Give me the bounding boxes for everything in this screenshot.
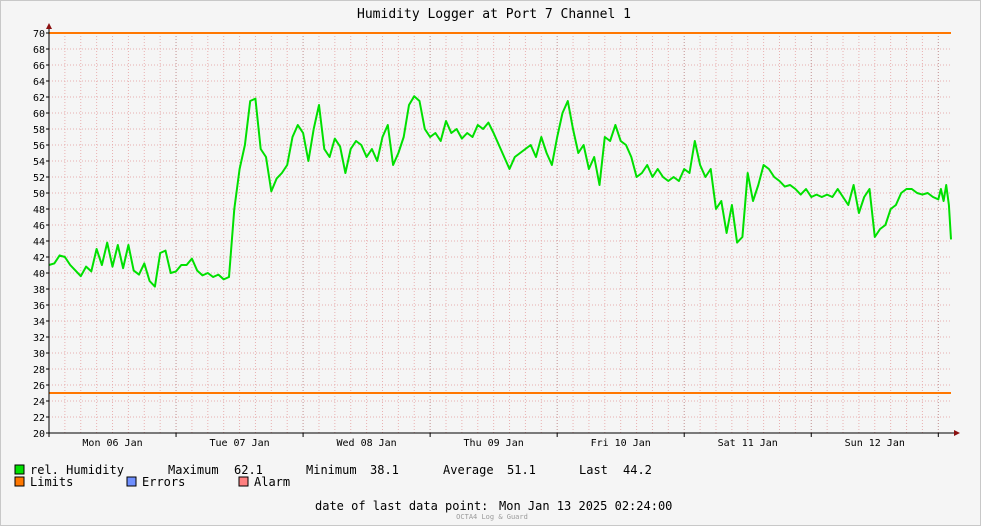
min-label: Minimum <box>306 463 357 477</box>
y-tick-label: 62 <box>33 93 45 104</box>
limit-lines <box>49 32 951 394</box>
watermark: OCTA4 Log & Guard <box>456 513 528 521</box>
last-label: Last <box>579 463 608 477</box>
y-tick-label: 56 <box>33 141 45 152</box>
y-tick-label: 48 <box>33 205 45 216</box>
y-tick-label: 64 <box>33 77 45 88</box>
legend-errors-label: Errors <box>142 475 185 489</box>
y-tick-label: 20 <box>33 429 45 440</box>
y-tick-label: 46 <box>33 221 45 232</box>
errors-legend-swatch <box>126 476 137 487</box>
max-value: 62.1 <box>234 463 263 477</box>
y-tick-label: 58 <box>33 125 45 136</box>
y-tick-label: 24 <box>33 397 45 408</box>
axes <box>46 23 960 436</box>
y-axis: 20 22 24 26 28 30 32 34 36 38 40 42 44 46 48 50 52 54 56 58… <box>33 29 49 440</box>
x-axis-arrow <box>954 430 960 436</box>
y-tick-label: 34 <box>33 317 45 328</box>
grid <box>49 32 951 434</box>
avg-value: 51.1 <box>507 463 536 477</box>
limits-legend-swatch <box>14 476 25 487</box>
x-tick-label: Sun 12 Jan <box>845 438 905 449</box>
y-tick-label: 36 <box>33 301 45 312</box>
x-axis: Mon 06 Jan Tue 07 Jan Wed 08 Jan Thu 09 Jan… <box>48 433 939 449</box>
y-tick-label: 52 <box>33 173 45 184</box>
y-tick-label: 40 <box>33 269 45 280</box>
y-tick-label: 54 <box>33 157 45 168</box>
humidity-series-line <box>48 95 952 288</box>
y-tick-label: 30 <box>33 349 45 360</box>
y-tick-label: 70 <box>33 29 45 40</box>
x-tick-label: Wed 08 Jan <box>336 438 396 449</box>
humidity-legend-swatch <box>14 464 25 475</box>
y-tick-label: 38 <box>33 285 45 296</box>
last-date-value: Mon Jan 13 2025 02:24:00 <box>499 499 672 513</box>
chart-title: Humidity Logger at Port 7 Channel 1 <box>357 7 631 22</box>
y-tick-label: 42 <box>33 253 45 264</box>
x-tick-label: Tue 07 Jan <box>209 438 269 449</box>
alarm-legend-swatch <box>238 476 249 487</box>
y-tick-label: 68 <box>33 45 45 56</box>
series-group <box>48 95 952 288</box>
max-label: Maximum <box>168 463 219 477</box>
y-tick-label: 66 <box>33 61 45 72</box>
x-tick-label: Mon 06 Jan <box>82 438 142 449</box>
y-tick-label: 22 <box>33 413 45 424</box>
legend-limits-label: Limits <box>30 475 73 489</box>
x-tick-label: Sat 11 Jan <box>718 438 778 449</box>
avg-label: Average <box>443 463 494 477</box>
x-tick-label: Thu 09 Jan <box>464 438 524 449</box>
min-value: 38.1 <box>370 463 399 477</box>
y-axis-arrow <box>46 23 52 29</box>
x-tick-label: Fri 10 Jan <box>591 438 651 449</box>
last-date-label: date of last data point: <box>315 499 488 513</box>
last-value: 44.2 <box>623 463 652 477</box>
y-tick-label: 50 <box>33 189 45 200</box>
y-tick-label: 26 <box>33 381 45 392</box>
legend-alarm-label: Alarm <box>254 475 290 489</box>
y-tick-label: 28 <box>33 365 45 376</box>
y-tick-label: 60 <box>33 109 45 120</box>
y-tick-label: 44 <box>33 237 45 248</box>
legend-series-label: rel. Humidity <box>30 463 124 477</box>
y-tick-label: 32 <box>33 333 45 344</box>
